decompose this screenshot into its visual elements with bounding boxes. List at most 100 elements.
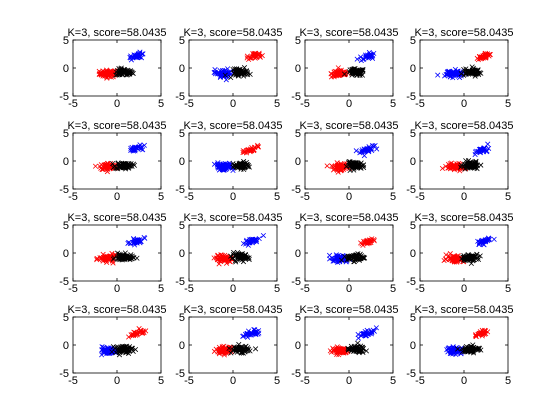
- data-point: [463, 158, 469, 164]
- data-point: [114, 67, 120, 74]
- y-tick-label: 0: [63, 248, 69, 260]
- y-tick-label: 0: [179, 340, 185, 352]
- scatter-series: [127, 49, 146, 63]
- scatter-series: [472, 141, 492, 158]
- scatter-series: [458, 64, 484, 79]
- data-point: [452, 66, 458, 72]
- data-point: [357, 67, 363, 73]
- y-tick-label: -5: [59, 91, 69, 103]
- x-tick-label: 5: [274, 283, 280, 295]
- scatter-points: [326, 236, 377, 266]
- scatter-series: [92, 160, 121, 175]
- subplot-title: K=3, score=58.0435: [414, 304, 513, 316]
- data-point: [347, 160, 353, 166]
- x-tick-label: 5: [390, 98, 396, 110]
- data-point: [443, 256, 449, 262]
- data-point: [326, 252, 333, 258]
- x-tick-label: 0: [114, 98, 120, 110]
- x-tick-label: -5: [415, 283, 425, 295]
- data-point: [126, 163, 132, 170]
- data-point: [359, 149, 365, 155]
- scatter-series: [109, 343, 139, 358]
- data-point: [237, 347, 244, 353]
- data-point: [362, 52, 369, 58]
- y-tick-label: 5: [410, 312, 416, 324]
- data-point: [328, 71, 334, 77]
- subplot: K=3, score=58.0435 -5 0 5 -5 0 5: [291, 120, 398, 203]
- x-tick-label: -5: [300, 98, 310, 110]
- scatter-series: [327, 344, 351, 358]
- y-tick-label: -5: [175, 368, 185, 380]
- data-point: [477, 253, 483, 259]
- subplot: K=3, score=58.0435 -5 0 5 -5 0 5: [291, 304, 398, 387]
- data-point: [249, 148, 255, 154]
- scatter-points: [444, 327, 491, 358]
- data-point: [248, 330, 254, 336]
- subplot: K=3, score=58.0435 -5 0 5 -5 0 5: [175, 304, 282, 387]
- data-point: [105, 163, 111, 169]
- data-point: [363, 147, 369, 153]
- data-point: [139, 51, 145, 57]
- scatter-points: [328, 49, 377, 80]
- subplot-title: K=3, score=58.0435: [299, 212, 398, 224]
- data-point: [475, 148, 482, 155]
- data-point: [460, 254, 466, 260]
- y-tick-label: -5: [406, 91, 416, 103]
- data-point: [366, 149, 372, 155]
- x-tick-label: -5: [68, 191, 78, 203]
- data-point: [352, 252, 358, 259]
- scatter-series: [354, 49, 377, 64]
- data-point: [212, 67, 218, 73]
- x-tick-label: 5: [390, 283, 396, 295]
- scatter-series: [126, 326, 149, 340]
- x-tick-label: 0: [346, 283, 352, 295]
- x-tick-label: 0: [114, 375, 120, 387]
- subplot-title: K=3, score=58.0435: [67, 212, 166, 224]
- data-point: [472, 73, 478, 79]
- x-tick-label: 0: [230, 375, 236, 387]
- data-point: [443, 163, 449, 170]
- x-tick-label: 0: [230, 283, 236, 295]
- data-point: [480, 55, 486, 61]
- x-tick-label: 5: [158, 375, 164, 387]
- data-point: [97, 163, 103, 170]
- data-point: [114, 250, 121, 256]
- y-tick-label: -5: [59, 368, 69, 380]
- data-point: [252, 52, 258, 58]
- x-tick-label: 0: [346, 375, 352, 387]
- data-point: [479, 238, 485, 245]
- data-point: [476, 347, 482, 353]
- data-point: [359, 241, 365, 247]
- data-point: [481, 330, 487, 337]
- data-point: [470, 342, 476, 348]
- y-tick-label: 5: [179, 35, 185, 47]
- data-point: [142, 235, 148, 241]
- axes-box: [72, 316, 162, 374]
- y-tick-label: -5: [291, 184, 301, 196]
- data-point: [341, 71, 348, 77]
- data-point: [364, 52, 371, 58]
- scatter-points: [94, 234, 148, 266]
- data-point: [467, 253, 473, 259]
- data-point: [109, 350, 115, 356]
- y-tick-label: 0: [179, 156, 185, 168]
- subplot: K=3, score=58.0435 -5 0 5 -5 0 5: [175, 120, 282, 203]
- y-tick-label: 0: [295, 156, 301, 168]
- x-tick-label: -5: [300, 283, 310, 295]
- data-point: [469, 161, 475, 167]
- data-point: [369, 142, 376, 149]
- scatter-series: [339, 251, 368, 265]
- axes-box: [72, 39, 162, 97]
- data-point: [212, 71, 219, 77]
- data-point: [475, 68, 481, 74]
- y-tick-label: 0: [295, 63, 301, 75]
- data-point: [360, 349, 366, 355]
- scatter-points: [435, 50, 493, 81]
- x-tick-label: -5: [184, 375, 194, 387]
- scatter-points: [211, 50, 265, 83]
- subplot: K=3, score=58.0435 -5 0 5 -5 0 5: [291, 27, 398, 110]
- y-tick-label: 5: [295, 128, 301, 140]
- data-point: [109, 72, 115, 78]
- data-point: [128, 57, 134, 63]
- y-tick-label: -5: [175, 276, 185, 288]
